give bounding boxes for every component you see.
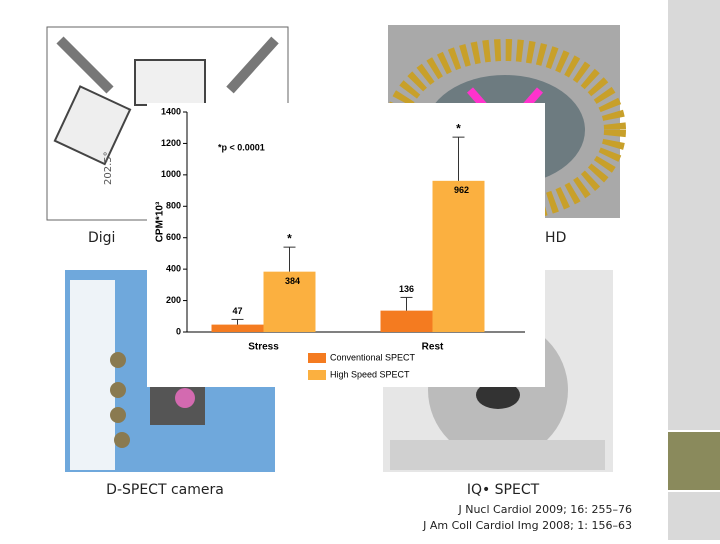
caption: Digi: [88, 230, 115, 246]
significance-marker: *: [456, 121, 461, 135]
svg-text:202.5°: 202.5°: [103, 151, 114, 185]
reference: J Nucl Cardiol 2009; 16: 255–76: [457, 503, 632, 516]
side-block: [668, 432, 720, 490]
y-axis-label: CPM*10³: [155, 201, 166, 242]
side-strip: [668, 0, 720, 430]
y-tick-label: 600: [166, 232, 181, 242]
bar: [211, 324, 264, 332]
caption: IQ• SPECT: [467, 482, 540, 498]
bar: [263, 271, 316, 332]
y-tick-label: 1400: [161, 106, 181, 116]
annotation: *p < 0.0001: [218, 142, 265, 152]
x-tick-label: Stress: [248, 342, 279, 353]
value-label: 136: [399, 284, 414, 294]
legend-label: High Speed SPECT: [330, 369, 410, 379]
side-strip: [668, 492, 720, 540]
chart-panel: [147, 103, 545, 387]
significance-marker: *: [287, 231, 292, 245]
legend-label: Conventional SPECT: [330, 352, 416, 362]
y-tick-label: 1200: [161, 138, 181, 148]
y-tick-label: 0: [176, 326, 181, 336]
chart: CPM*10³ *p < 0.0001 0 200 400 600 800 1000 120…: [155, 106, 525, 380]
bar: [380, 310, 433, 332]
legend-swatch: [308, 370, 326, 380]
y-tick-label: 1000: [161, 169, 181, 179]
y-tick-label: 800: [166, 201, 181, 211]
value-label: 962: [454, 185, 469, 195]
caption: -HD: [540, 230, 566, 246]
reference: J Am Coll Cardiol Img 2008; 1: 156–63: [422, 519, 632, 532]
bar: [432, 180, 485, 332]
y-tick-label: 200: [166, 295, 181, 305]
x-tick-label: Rest: [422, 342, 444, 353]
caption: D-SPECT camera: [106, 482, 224, 498]
value-label: 384: [285, 276, 300, 286]
value-label: 47: [232, 306, 242, 316]
legend-swatch: [308, 353, 326, 363]
y-tick-label: 400: [166, 264, 181, 274]
